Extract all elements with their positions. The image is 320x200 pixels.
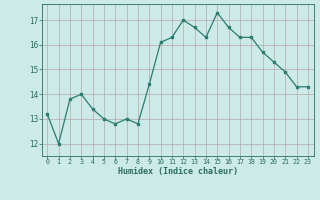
X-axis label: Humidex (Indice chaleur): Humidex (Indice chaleur) [118,167,237,176]
